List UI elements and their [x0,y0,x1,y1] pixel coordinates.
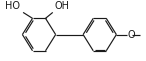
Text: HO: HO [5,1,20,11]
Text: OH: OH [55,1,70,11]
Text: O: O [128,30,136,40]
